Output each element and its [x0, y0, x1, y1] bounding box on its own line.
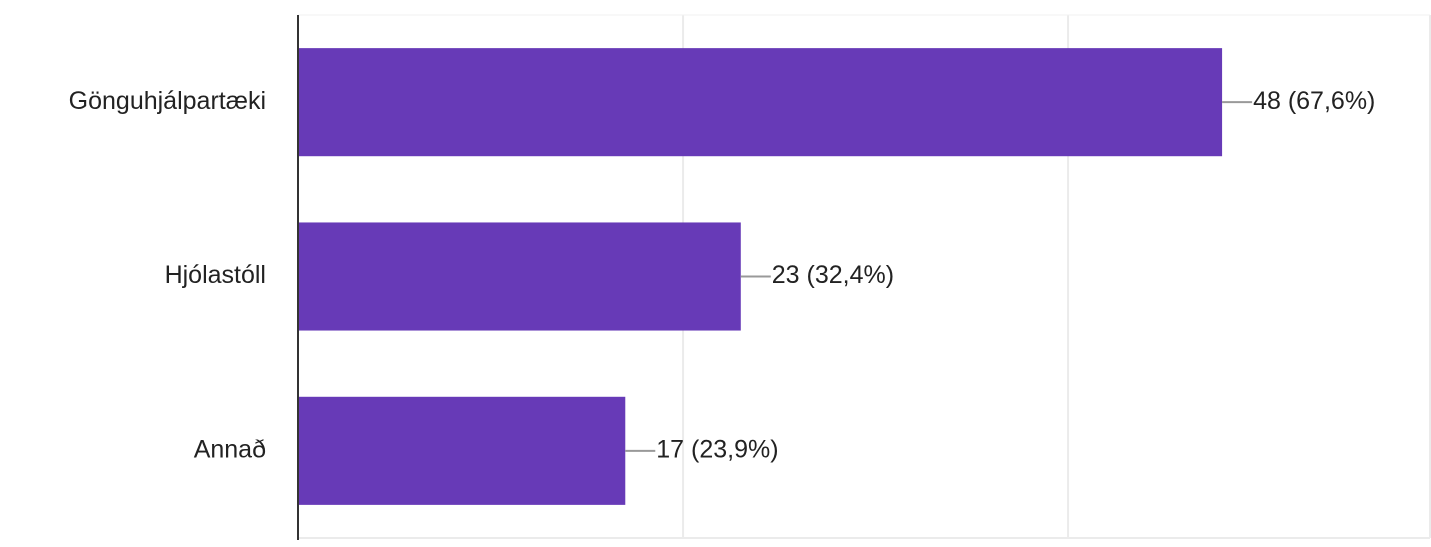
bar	[298, 396, 626, 505]
value-label: 48 (67,6%)	[1253, 87, 1375, 115]
value-label: 23 (32,4%)	[772, 261, 894, 289]
bar	[298, 222, 741, 331]
y-tick-label: Gönguhjálpartæki	[69, 87, 266, 115]
y-tick-label: Annað	[194, 435, 266, 463]
value-label: 17 (23,9%)	[656, 435, 778, 463]
y-tick-label: Hjólastóll	[165, 261, 266, 289]
bar	[298, 48, 1223, 157]
